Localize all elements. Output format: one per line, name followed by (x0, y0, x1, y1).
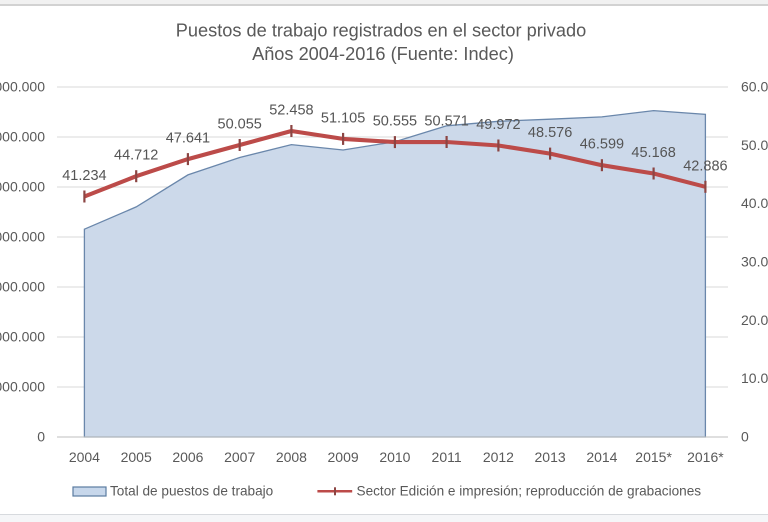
svg-text:2012: 2012 (483, 449, 514, 465)
svg-text:51.105: 51.105 (321, 110, 365, 126)
svg-text:2013: 2013 (535, 449, 566, 465)
svg-text:2011: 2011 (432, 449, 462, 465)
svg-text:4.000.000: 4.000.000 (0, 229, 45, 245)
svg-text:2014: 2014 (586, 449, 617, 465)
svg-text:2007: 2007 (224, 449, 255, 465)
svg-text:2005: 2005 (121, 449, 152, 465)
svg-text:30.000: 30.000 (741, 254, 768, 270)
svg-text:48.576: 48.576 (528, 125, 572, 141)
svg-text:2016*: 2016* (687, 449, 724, 465)
svg-text:Sector Edición e impresión; re: Sector Edición e impresión; reproducción… (357, 484, 702, 499)
svg-text:50.000: 50.000 (741, 137, 768, 153)
svg-text:41.234: 41.234 (62, 168, 106, 184)
svg-text:60.000: 60.000 (741, 79, 768, 95)
svg-text:50.055: 50.055 (218, 117, 262, 133)
svg-text:0: 0 (37, 429, 45, 445)
svg-text:45.168: 45.168 (631, 145, 675, 161)
svg-text:5.000.000: 5.000.000 (0, 179, 45, 195)
svg-text:Puestos de trabajo registrados: Puestos de trabajo registrados en el sec… (176, 20, 586, 40)
svg-text:42.886: 42.886 (683, 158, 727, 174)
svg-text:2008: 2008 (276, 449, 307, 465)
svg-text:1.000.000: 1.000.000 (0, 379, 45, 395)
svg-text:10.000: 10.000 (741, 370, 768, 386)
svg-text:2010: 2010 (379, 449, 410, 465)
svg-text:40.000: 40.000 (741, 195, 768, 211)
svg-text:2004: 2004 (69, 449, 100, 465)
svg-text:2006: 2006 (172, 449, 203, 465)
svg-text:6.000.000: 6.000.000 (0, 129, 45, 145)
svg-text:50.555: 50.555 (373, 114, 417, 130)
svg-text:52.458: 52.458 (269, 103, 313, 119)
svg-text:46.599: 46.599 (580, 137, 624, 153)
svg-text:2009: 2009 (328, 449, 359, 465)
svg-text:20.000: 20.000 (741, 312, 768, 328)
svg-text:Años 2004-2016 (Fuente: Indec): Años 2004-2016 (Fuente: Indec) (252, 44, 514, 64)
svg-text:49.972: 49.972 (476, 117, 520, 133)
svg-text:2015*: 2015* (635, 449, 672, 465)
svg-text:7.000.000: 7.000.000 (0, 79, 45, 95)
svg-text:0: 0 (741, 429, 749, 445)
svg-text:2.000.000: 2.000.000 (0, 329, 45, 345)
svg-text:44.712: 44.712 (114, 148, 158, 164)
svg-text:50.571: 50.571 (424, 114, 468, 130)
svg-text:47.641: 47.641 (166, 131, 210, 147)
svg-text:3.000.000: 3.000.000 (0, 279, 45, 295)
svg-text:Total de puestos de trabajo: Total de puestos de trabajo (110, 484, 273, 499)
